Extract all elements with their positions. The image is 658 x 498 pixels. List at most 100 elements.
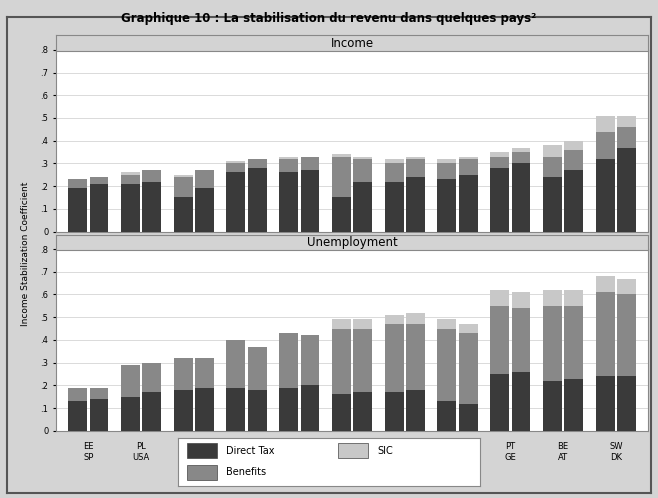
Bar — [121, 184, 139, 232]
Bar — [89, 387, 109, 399]
Bar — [511, 152, 530, 163]
Bar — [248, 159, 266, 168]
Bar — [595, 116, 615, 131]
Text: HU: HU — [293, 453, 305, 462]
Bar — [353, 159, 372, 182]
Bar — [511, 308, 530, 372]
Bar — [406, 159, 425, 177]
Text: PL: PL — [136, 442, 146, 451]
Bar — [187, 443, 217, 458]
Bar — [595, 292, 615, 376]
Bar — [459, 403, 478, 431]
Text: PT: PT — [189, 243, 199, 251]
Bar — [543, 290, 562, 306]
Text: EU: EU — [346, 453, 358, 462]
Bar — [595, 131, 615, 159]
Text: FR: FR — [452, 453, 463, 462]
Bar — [490, 156, 509, 168]
Bar — [353, 182, 372, 232]
Bar — [385, 159, 403, 163]
Bar — [279, 333, 298, 387]
Text: FI: FI — [454, 442, 461, 451]
Bar — [279, 172, 298, 232]
Bar — [353, 319, 372, 329]
Text: SI: SI — [190, 254, 197, 263]
Text: SI: SI — [243, 254, 251, 263]
Text: LU: LU — [399, 254, 410, 263]
Text: LU: LU — [399, 453, 410, 462]
Bar — [353, 392, 372, 431]
Text: BE: BE — [610, 243, 621, 251]
Text: UK: UK — [293, 442, 305, 451]
Text: Graphique 10 : La stabilisation du revenu dans quelques pays²: Graphique 10 : La stabilisation du reven… — [121, 12, 537, 25]
Bar — [490, 306, 509, 374]
Bar — [174, 198, 193, 232]
Text: GE: GE — [557, 254, 569, 263]
Bar — [595, 276, 615, 292]
Bar — [490, 374, 509, 431]
Bar — [353, 156, 372, 159]
Bar — [438, 163, 456, 179]
Bar — [68, 387, 87, 401]
Bar — [490, 290, 509, 306]
Text: SP: SP — [83, 453, 93, 462]
Bar — [248, 390, 266, 431]
Text: GR: GR — [135, 243, 147, 251]
Bar — [248, 168, 266, 232]
Bar — [195, 387, 214, 431]
Bar — [121, 365, 139, 397]
Bar — [332, 198, 351, 232]
Text: EE: EE — [83, 243, 93, 251]
Text: IT: IT — [295, 254, 303, 263]
Bar — [279, 156, 298, 159]
Bar — [617, 116, 636, 127]
Text: FI: FI — [454, 243, 461, 251]
Text: USA: USA — [132, 453, 149, 462]
Bar — [406, 156, 425, 159]
Bar — [543, 145, 562, 156]
Text: BE: BE — [557, 442, 569, 451]
Text: USA: USA — [238, 243, 255, 251]
Bar — [406, 390, 425, 431]
Bar — [301, 156, 319, 170]
Text: GR: GR — [188, 453, 200, 462]
Bar — [226, 161, 245, 163]
Bar — [332, 156, 351, 198]
Text: SP: SP — [83, 254, 93, 263]
Bar — [511, 147, 530, 152]
Bar — [279, 159, 298, 172]
Bar — [89, 399, 109, 431]
Bar — [490, 152, 509, 156]
Bar — [617, 127, 636, 147]
Bar — [617, 376, 636, 431]
Bar — [301, 385, 319, 431]
Bar — [174, 358, 193, 390]
Bar — [68, 188, 87, 232]
Bar — [226, 387, 245, 431]
Text: GE: GE — [505, 453, 516, 462]
Text: SIC: SIC — [378, 446, 393, 456]
Bar — [332, 319, 351, 329]
Bar — [121, 397, 139, 431]
Bar — [438, 159, 456, 163]
Text: PL: PL — [136, 254, 146, 263]
Text: DK: DK — [610, 453, 622, 462]
Text: AT: AT — [505, 254, 515, 263]
Bar — [565, 170, 583, 232]
Bar — [459, 156, 478, 159]
Bar — [565, 140, 583, 150]
Bar — [459, 333, 478, 403]
Bar — [279, 387, 298, 431]
Text: EURO: EURO — [445, 254, 469, 263]
Bar — [226, 340, 245, 387]
Bar — [142, 182, 161, 232]
Bar — [511, 163, 530, 232]
Bar — [511, 372, 530, 431]
Text: HU: HU — [557, 243, 569, 251]
Bar — [195, 188, 214, 232]
Bar — [438, 319, 456, 329]
Bar — [565, 378, 583, 431]
Bar — [89, 177, 109, 184]
Bar — [195, 358, 214, 387]
Bar — [142, 170, 161, 182]
